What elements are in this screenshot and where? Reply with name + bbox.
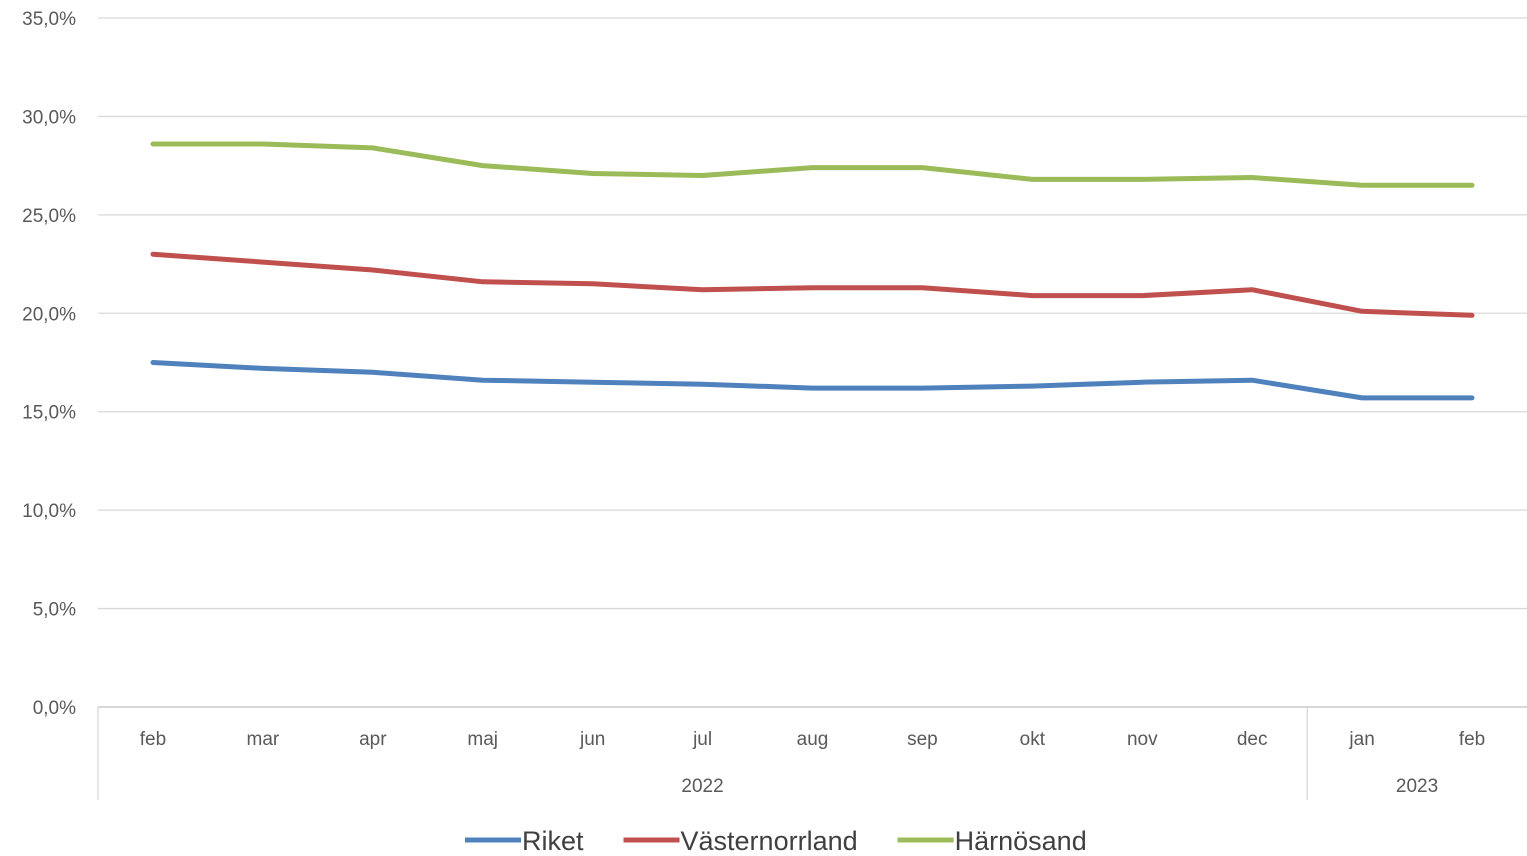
x-axis: feb mar apr maj jun jul aug sep okt nov dec jan feb 2…: [97, 707, 1485, 800]
y-tick-label: 20,0%: [22, 304, 76, 325]
legend: Riket Västernorrland Härnösand: [465, 826, 1087, 856]
legend-label: Riket: [522, 826, 584, 856]
x-tick-label: apr: [359, 729, 387, 750]
x-tick-label: nov: [1127, 729, 1158, 750]
y-tick-label: 35,0%: [22, 9, 76, 30]
y-tick-label: 25,0%: [22, 206, 76, 227]
legend-item: Västernorrland: [623, 826, 858, 856]
x-tick-label: sep: [907, 729, 938, 750]
legend-label: Härnösand: [955, 826, 1087, 856]
y-axis-tick-labels: 0,0% 5,0% 10,0% 15,0% 20,0% 25,0% 30,0% 35,0%: [22, 9, 76, 719]
legend-label: Västernorrland: [681, 826, 858, 856]
x-tick-label: jan: [1348, 729, 1374, 750]
series-line-västernorrland: [150, 251, 1475, 318]
y-tick-label: 5,0%: [33, 600, 76, 621]
x-tick-label: dec: [1237, 729, 1268, 750]
series-line-riket: [150, 360, 1475, 401]
y-tick-label: 15,0%: [22, 403, 76, 424]
series-line-härnösand: [150, 141, 1475, 188]
x-group-label: 2023: [1396, 776, 1438, 797]
x-tick-label: aug: [797, 729, 829, 750]
legend-item: Härnösand: [897, 826, 1087, 856]
y-tick-label: 30,0%: [22, 107, 76, 128]
x-tick-label: okt: [1020, 729, 1046, 750]
series-lines: [150, 141, 1475, 401]
legend-item: Riket: [465, 826, 584, 856]
gridlines: [98, 17, 1527, 708]
x-group-label: 2022: [681, 776, 723, 797]
x-tick-label: feb: [140, 729, 166, 750]
y-tick-label: 0,0%: [33, 698, 76, 719]
x-tick-label: maj: [467, 729, 498, 750]
y-tick-label: 10,0%: [22, 501, 76, 522]
x-tick-label: mar: [247, 729, 280, 750]
x-tick-label: feb: [1459, 729, 1485, 750]
x-tick-label: jul: [692, 729, 712, 750]
x-tick-label: jun: [579, 729, 605, 750]
